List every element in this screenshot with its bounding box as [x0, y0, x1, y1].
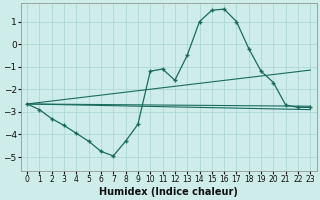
X-axis label: Humidex (Indice chaleur): Humidex (Indice chaleur)	[99, 187, 238, 197]
